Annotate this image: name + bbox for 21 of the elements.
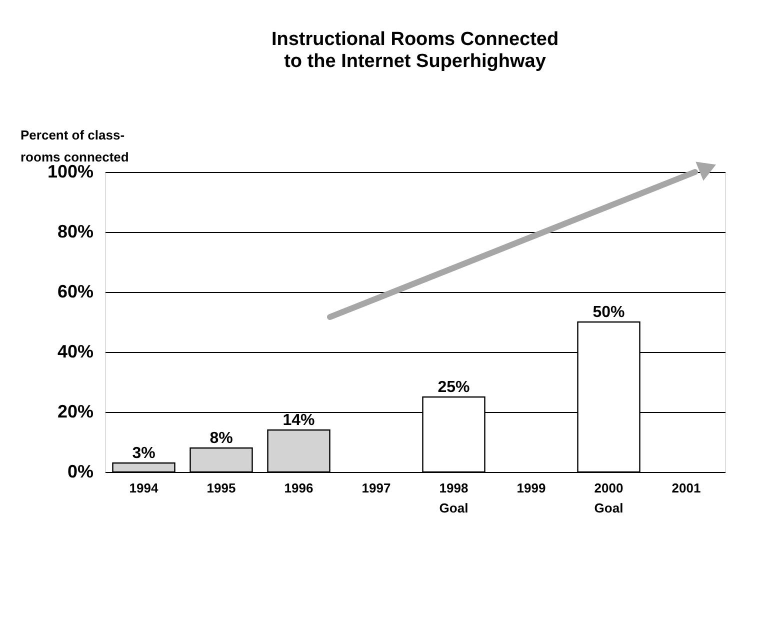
x-tick-label: 1995 — [206, 480, 236, 496]
y-tick-label: 20% — [57, 402, 94, 422]
x-tick-label: 1998 Goal — [439, 480, 468, 516]
x-tick-label: 1996 — [284, 480, 314, 496]
data-label: 8% — [210, 430, 233, 447]
y-tick-label: 40% — [57, 342, 94, 362]
y-tick-label: 100% — [47, 162, 94, 182]
x-tick-label: 2000 Goal — [594, 480, 624, 516]
chart-title: Instructional Rooms Connected to the Internet Superhighway — [271, 29, 559, 72]
x-tick-label: 1997 — [362, 480, 391, 496]
data-label: 50% — [592, 304, 625, 321]
y-tick-label: 0% — [67, 462, 94, 482]
data-label: 25% — [438, 379, 470, 396]
x-tick-label: 1999 — [516, 480, 546, 496]
data-label: 3% — [132, 445, 156, 462]
y-tick-label: 80% — [57, 222, 94, 242]
x-tick-label: 2001 — [672, 480, 701, 496]
y-axis-title: Percent of class- rooms connected — [20, 128, 129, 164]
y-tick-label: 60% — [57, 282, 94, 302]
x-tick-label: 1994 — [129, 480, 159, 496]
data-label: 14% — [282, 412, 315, 429]
